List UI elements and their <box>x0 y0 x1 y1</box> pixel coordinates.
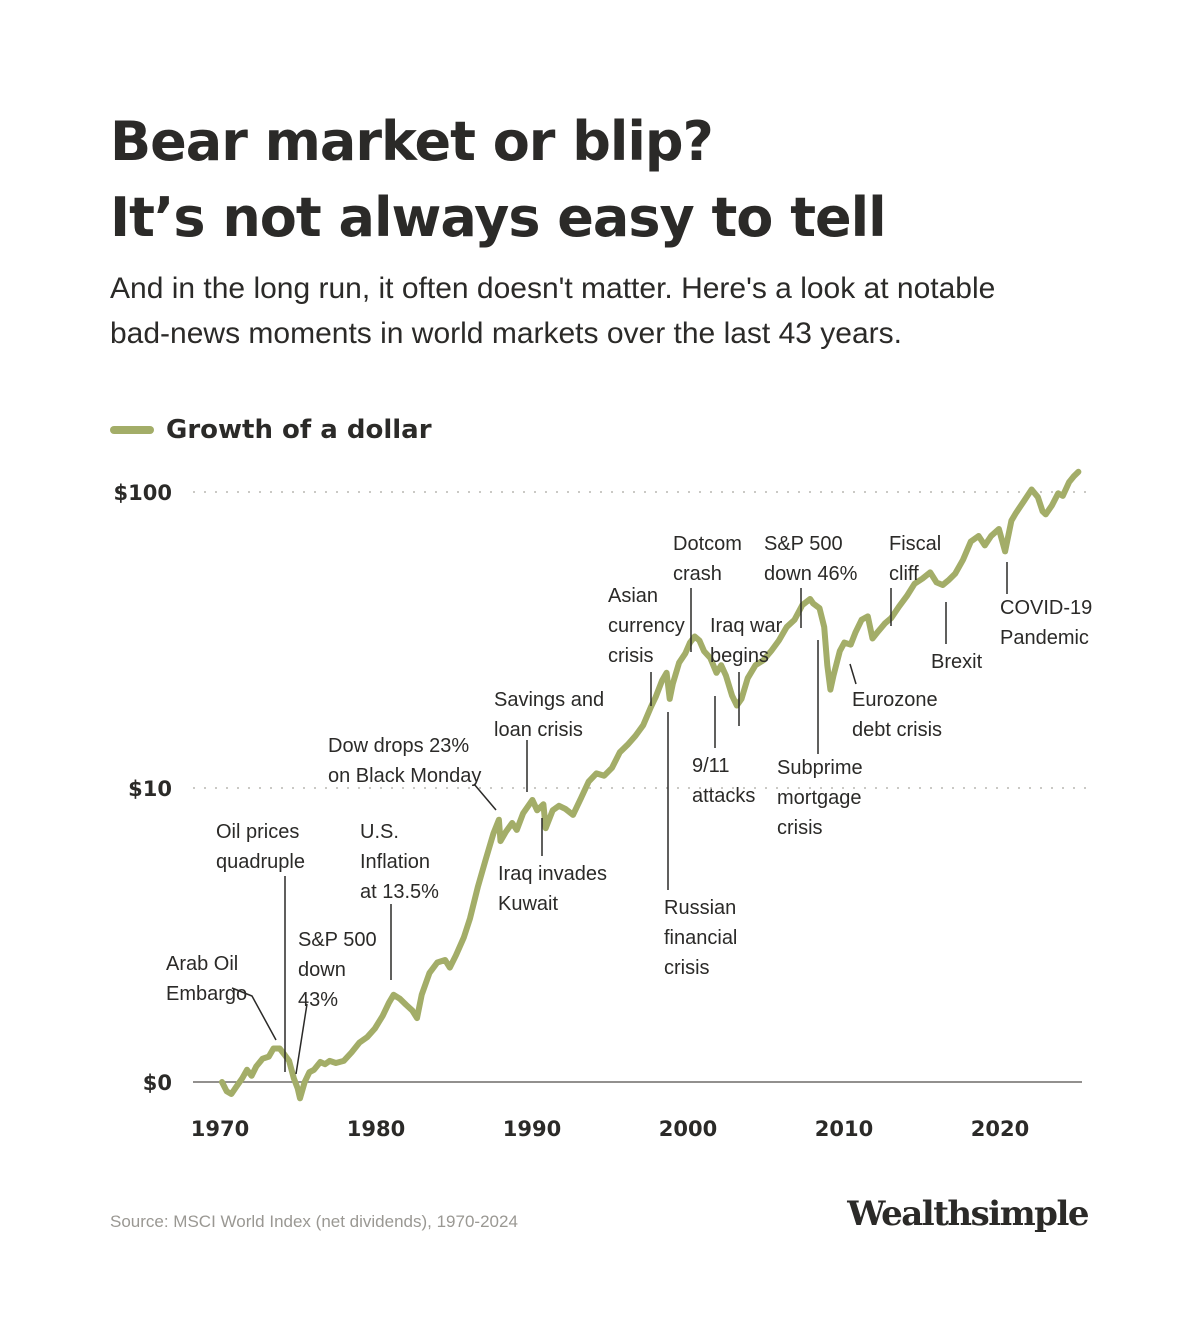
annotation-label-line: Kuwait <box>498 893 558 915</box>
legend: Growth of a dollar <box>110 410 432 450</box>
annotation-label-line: Pandemic <box>1000 627 1089 649</box>
annotation-label-line: 43% <box>298 989 338 1011</box>
title-line-2: It’s not always easy to tell <box>110 186 887 249</box>
annotation-label-line: Iraq war <box>710 615 783 637</box>
annotation-label: Arab Oil Embargo <box>166 953 247 1005</box>
series-line-growth-of-a-dollar <box>219 468 1082 1102</box>
y-tick-label: $10 <box>128 777 172 801</box>
x-tick-label: 1990 <box>503 1117 561 1141</box>
annotation-label: Subprime mortgage crisis <box>777 757 863 839</box>
annotation-label-line: crisis <box>664 957 710 979</box>
title-line-1: Bear market or blip? <box>110 110 714 173</box>
annotation-label: Oil prices quadruple <box>216 821 305 873</box>
annotation-label-line: at 13.5% <box>360 881 439 903</box>
x-tick-label: 2020 <box>971 1117 1029 1141</box>
x-tick-label: 2000 <box>659 1117 717 1141</box>
annotation-label-line: begins <box>710 645 769 667</box>
annotation-label-line: cliff <box>889 563 919 585</box>
annotation-label: Eurozone debt crisis <box>852 689 942 741</box>
annotation-label-line: Dow drops 23% <box>328 735 469 757</box>
chart-subtitle: And in the long run, it often doesn't ma… <box>110 266 1110 356</box>
annotation-label: U.S. Inflation at 13.5% <box>360 821 439 903</box>
annotation-label: S&P 500 down 43% <box>298 929 377 1011</box>
subtitle-line-2: bad-news moments in world markets over t… <box>110 317 902 350</box>
annotation-label-line: Dotcom <box>673 533 742 555</box>
annotation-label-line: crash <box>673 563 722 585</box>
annotation-label-line: 9/11 <box>692 755 729 777</box>
brand-logo: Wealthsimple <box>847 1194 1089 1234</box>
annotation-label-line: loan crisis <box>494 719 583 741</box>
annotation-label-line: Asian <box>608 585 658 607</box>
annotation-leader-line <box>849 663 857 685</box>
annotation-label-line: on Black Monday <box>328 765 481 787</box>
annotation-label-line: crisis <box>777 817 823 839</box>
y-tick-label: $100 <box>114 481 172 505</box>
annotation-label-line: Savings and <box>494 689 604 711</box>
annotation-label: Iraq war begins <box>710 615 783 667</box>
annotation-label: Fiscal cliff <box>889 533 941 585</box>
annotation-label-line: Arab Oil <box>166 953 238 975</box>
annotation-label-line: mortgage <box>777 787 862 809</box>
source-note: Source: MSCI World Index (net dividends)… <box>110 1212 518 1231</box>
annotation-label-line: Subprime <box>777 757 863 779</box>
annotation-label-line: Iraq invades <box>498 863 607 885</box>
annotation-label-line: S&P 500 <box>764 533 843 555</box>
annotation-label: Dow drops 23% on Black Monday <box>328 735 481 787</box>
y-tick-label: $0 <box>143 1071 172 1095</box>
annotation-label-line: financial <box>664 927 737 949</box>
annotation-label-line: S&P 500 <box>298 929 377 951</box>
annotation-label-line: Brexit <box>931 651 983 673</box>
annotation-label-line: Oil prices <box>216 821 299 843</box>
annotation-label-line: COVID-19 <box>1000 597 1092 619</box>
chart-title: Bear market or blip? It’s not always eas… <box>110 104 1110 256</box>
annotation-label: S&P 500 down 46% <box>764 533 858 585</box>
annotation-label-line: U.S. <box>360 821 399 843</box>
annotation-label-line: currency <box>608 615 685 637</box>
annotation-label: Dotcom crash <box>673 533 742 585</box>
annotation-label-line: quadruple <box>216 851 305 873</box>
annotation-leader-line <box>231 987 277 1041</box>
annotation-label-line: attacks <box>692 785 755 807</box>
annotation-label: Russian financial crisis <box>664 897 737 979</box>
annotation-label-line: down 46% <box>764 563 858 585</box>
annotation-label: Brexit <box>931 651 983 673</box>
annotation-leader-line <box>295 1003 308 1075</box>
x-tick-label: 2010 <box>815 1117 873 1141</box>
annotation-label: Asian currency crisis <box>608 585 685 667</box>
annotation-label-line: Eurozone <box>852 689 938 711</box>
annotation-label-line: Russian <box>664 897 736 919</box>
annotation-label-line: Embargo <box>166 983 247 1005</box>
legend-label: Growth of a dollar <box>166 415 432 445</box>
annotation-label-line: crisis <box>608 645 654 667</box>
x-tick-label: 1970 <box>191 1117 249 1141</box>
annotation-label-line: debt crisis <box>852 719 942 741</box>
annotation-label-line: down <box>298 959 346 981</box>
annotation-label: 9/11 attacks <box>692 755 755 807</box>
annotation-label: Iraq invades Kuwait <box>498 863 607 915</box>
annotation-label: Savings and loan crisis <box>494 689 604 741</box>
annotation-label-line: Inflation <box>360 851 430 873</box>
annotation-label: COVID-19 Pandemic <box>1000 597 1092 649</box>
legend-swatch <box>110 426 154 434</box>
x-tick-label: 1980 <box>347 1117 405 1141</box>
annotation-leader-line <box>473 783 497 811</box>
subtitle-line-1: And in the long run, it often doesn't ma… <box>110 272 996 305</box>
annotation-label-line: Fiscal <box>889 533 941 555</box>
